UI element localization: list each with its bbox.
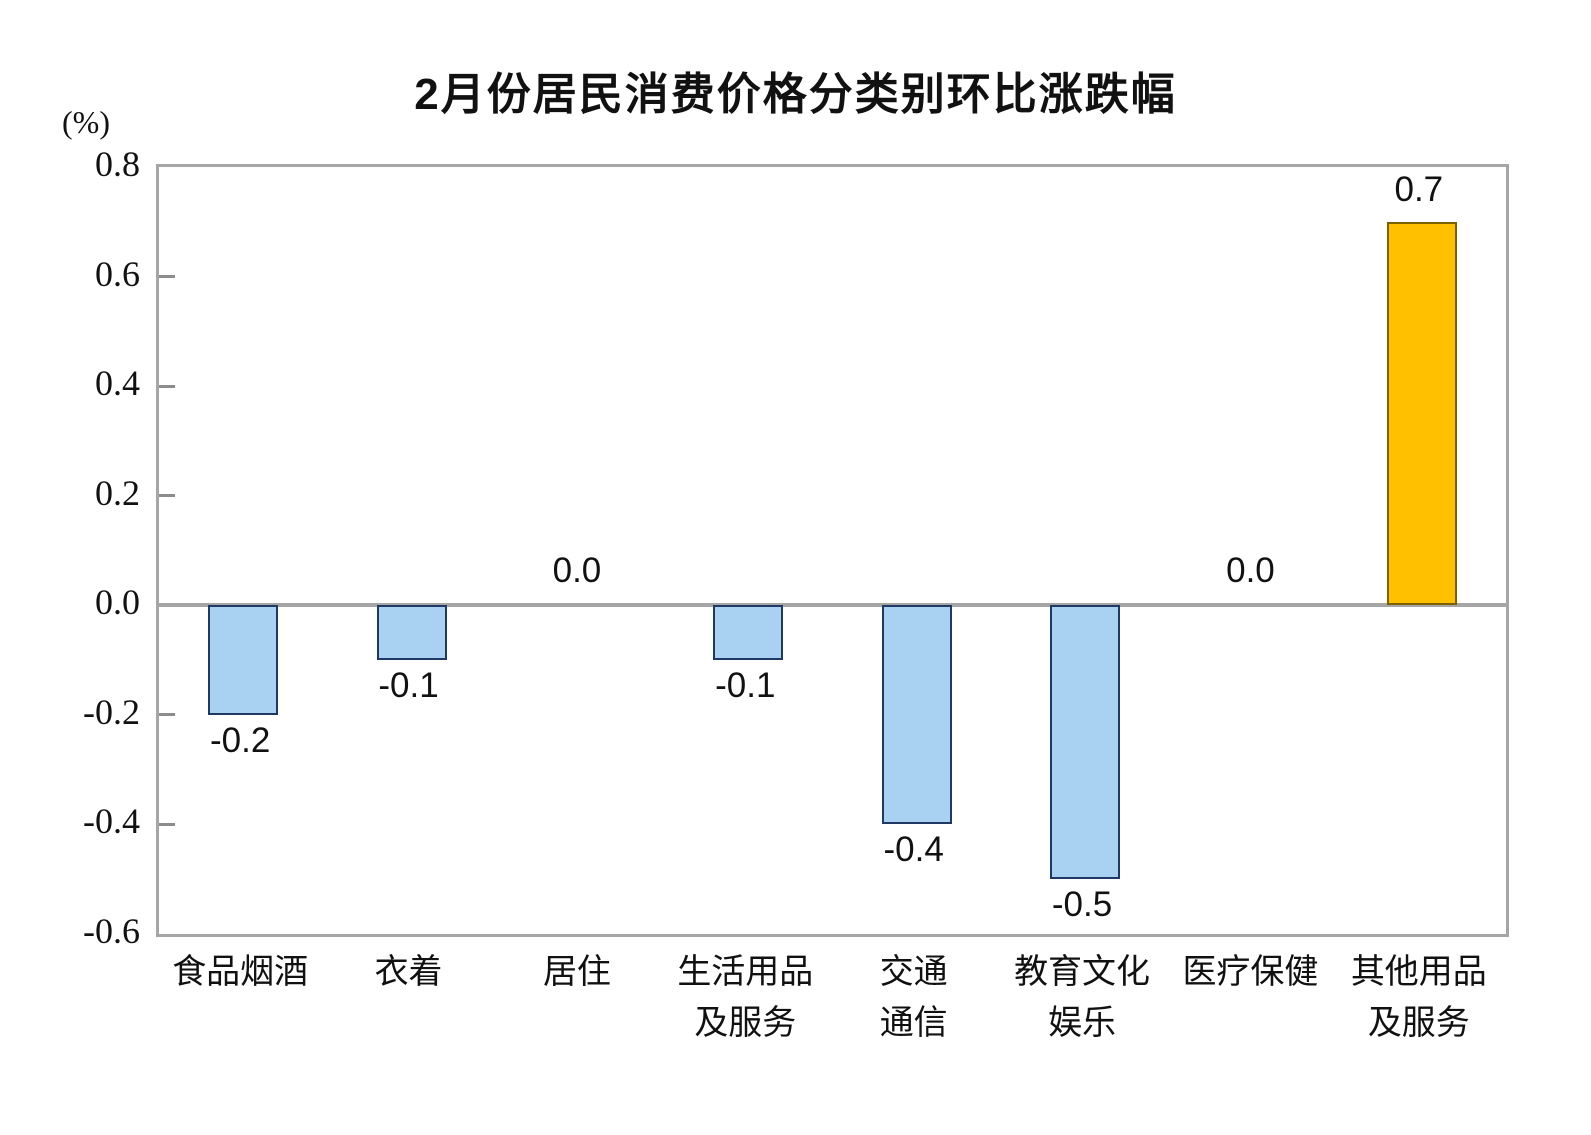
x-category-label: 居住	[542, 953, 611, 991]
bar	[208, 605, 279, 715]
y-tick-label: 0.0	[95, 582, 140, 623]
x-category-label: 交通 通信	[879, 953, 948, 1042]
y-tick-label: 0.4	[95, 363, 140, 404]
bar	[881, 605, 952, 825]
y-tick-mark	[159, 275, 175, 279]
x-category-label: 食品烟酒	[172, 953, 309, 991]
zero-axis-line	[159, 603, 1506, 608]
y-tick-mark	[159, 822, 175, 826]
y-axis-unit-label: (%)	[62, 104, 110, 140]
x-category-label: 其他用品 及服务	[1350, 953, 1487, 1042]
chart-title: 2月份居民消费价格分类别环比涨跌幅	[414, 70, 1177, 119]
bar-value-label: -0.1	[378, 666, 439, 706]
bar	[376, 605, 447, 661]
bar-value-label: -0.2	[210, 720, 271, 760]
bar-value-label: -0.1	[715, 666, 776, 706]
y-tick-label: -0.6	[83, 911, 140, 951]
bar-value-label: 0.0	[1226, 551, 1275, 591]
bar-value-label: -0.4	[883, 830, 944, 870]
bar	[1386, 221, 1457, 606]
y-tick-label: 0.8	[95, 144, 140, 184]
y-tick-label: 0.6	[95, 253, 140, 294]
bar	[713, 605, 784, 661]
bar	[1050, 605, 1121, 880]
bar-value-label: 0.0	[552, 551, 602, 591]
plot-area	[156, 164, 1509, 937]
y-tick-label: 0.2	[95, 472, 140, 513]
x-category-label: 医疗保健	[1182, 953, 1319, 991]
x-category-label: 衣着	[374, 953, 443, 991]
y-tick-mark	[159, 494, 175, 498]
bar-value-label: -0.5	[1051, 885, 1113, 925]
y-tick-label: -0.4	[83, 801, 140, 842]
x-category-label: 生活用品 及服务	[677, 953, 814, 1042]
y-tick-mark	[159, 384, 175, 388]
bar-value-label: 0.7	[1394, 169, 1444, 209]
y-tick-mark	[159, 713, 175, 717]
y-tick-label: -0.2	[83, 691, 140, 732]
x-category-label: 教育文化 娱乐	[1014, 953, 1151, 1042]
